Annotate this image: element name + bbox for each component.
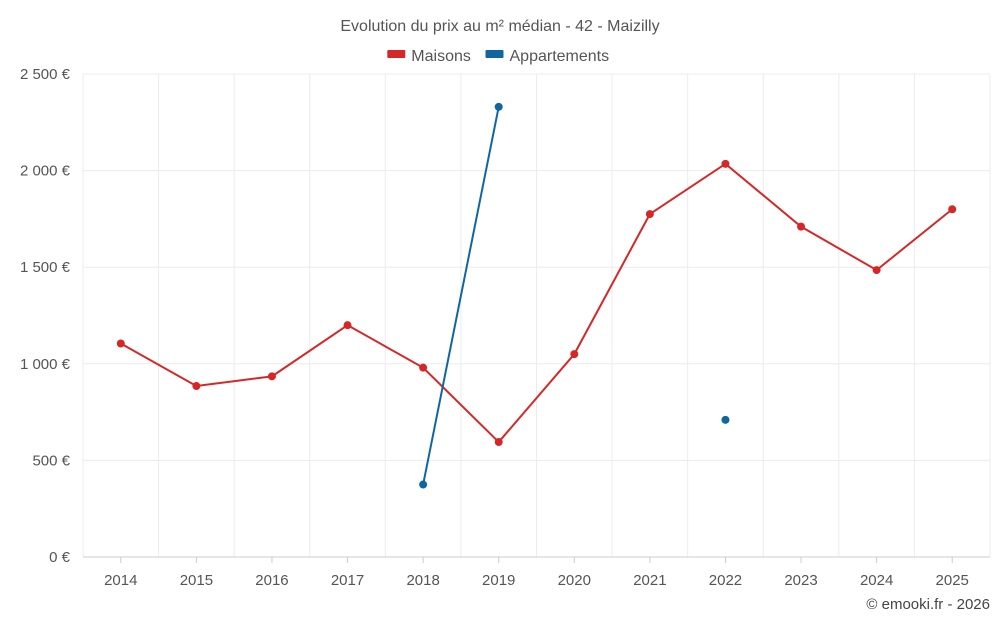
series-maisons [116, 159, 957, 447]
y-tick-label: 1 000 € [20, 356, 71, 373]
x-tick-label: 2016 [255, 572, 288, 589]
data-point-maisons[interactable] [872, 266, 881, 275]
x-tick-label: 2014 [104, 572, 137, 589]
x-tick-label: 2021 [633, 572, 666, 589]
credit-text: © emooki.fr - 2026 [866, 596, 990, 613]
y-tick-label: 0 € [49, 549, 71, 566]
x-tick-label: 2015 [180, 572, 213, 589]
x-tick-label: 2023 [784, 572, 817, 589]
x-tick-label: 2020 [558, 572, 591, 589]
y-tick-label: 2 500 € [20, 66, 71, 83]
x-tick-label: 2024 [860, 572, 893, 589]
data-point-maisons[interactable] [192, 382, 201, 391]
legend-swatch [485, 50, 504, 58]
grid [82, 73, 991, 557]
data-point-maisons[interactable] [116, 339, 125, 348]
data-point-maisons[interactable] [797, 222, 806, 231]
legend-label: Appartements [510, 48, 610, 65]
data-point-appartements[interactable] [419, 480, 428, 489]
legend-item-maisons[interactable]: Maisons [387, 48, 471, 65]
data-point-maisons[interactable] [645, 210, 654, 219]
x-tick-label: 2022 [709, 572, 742, 589]
data-point-appartements[interactable] [721, 415, 730, 424]
series-layer [116, 102, 957, 489]
data-point-maisons[interactable] [343, 321, 352, 330]
data-point-maisons[interactable] [948, 205, 957, 214]
series-appartements [419, 102, 730, 489]
x-tick-label: 2019 [482, 572, 515, 589]
series-line-maisons [120, 162, 953, 444]
x-axis: 2014 2015 2016 2017 2018 2019 2020 2021 2022 2023… [104, 557, 969, 589]
y-tick-label: 1 500 € [20, 259, 71, 276]
legend-item-appartements[interactable]: Appartements [485, 48, 610, 65]
data-point-maisons[interactable] [570, 350, 579, 359]
legend-label: Maisons [411, 48, 471, 65]
data-point-maisons[interactable] [721, 159, 730, 168]
series-line-appartements [422, 106, 500, 485]
x-tick-label: 2025 [936, 572, 969, 589]
x-tick-label: 2017 [331, 572, 364, 589]
data-point-maisons[interactable] [419, 363, 428, 372]
y-tick-label: 2 000 € [20, 163, 71, 180]
y-axis: 0 € 500 € 1 000 € 1 500 € 2 000 € 2 500 € [20, 66, 71, 566]
data-point-appartements[interactable] [494, 102, 503, 111]
y-tick-label: 500 € [32, 452, 70, 469]
legend-swatch [387, 50, 406, 58]
x-tick-label: 2018 [406, 572, 439, 589]
data-point-maisons[interactable] [494, 438, 503, 447]
legend[interactable]: Maisons Appartements [387, 48, 609, 65]
chart-title: Evolution du prix au m² médian - 42 - Ma… [340, 18, 659, 35]
data-point-maisons[interactable] [267, 372, 276, 381]
